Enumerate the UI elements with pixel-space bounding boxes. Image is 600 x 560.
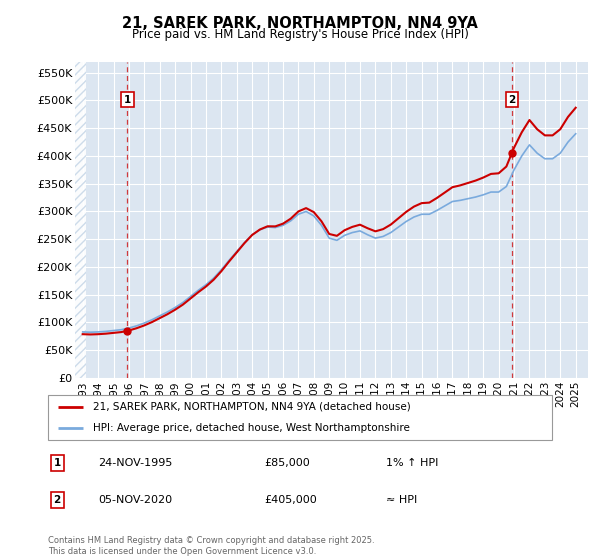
Text: Price paid vs. HM Land Registry's House Price Index (HPI): Price paid vs. HM Land Registry's House …: [131, 28, 469, 41]
Text: 21, SAREK PARK, NORTHAMPTON, NN4 9YA: 21, SAREK PARK, NORTHAMPTON, NN4 9YA: [122, 16, 478, 31]
Text: 1: 1: [53, 458, 61, 468]
Text: 1% ↑ HPI: 1% ↑ HPI: [386, 458, 438, 468]
Text: 24-NOV-1995: 24-NOV-1995: [98, 458, 173, 468]
Text: 05-NOV-2020: 05-NOV-2020: [98, 496, 173, 506]
Text: Contains HM Land Registry data © Crown copyright and database right 2025.
This d: Contains HM Land Registry data © Crown c…: [48, 536, 374, 556]
Text: 2: 2: [508, 95, 515, 105]
Text: 21, SAREK PARK, NORTHAMPTON, NN4 9YA (detached house): 21, SAREK PARK, NORTHAMPTON, NN4 9YA (de…: [94, 402, 411, 412]
Text: 1: 1: [124, 95, 131, 105]
Text: ≈ HPI: ≈ HPI: [386, 496, 417, 506]
Text: £405,000: £405,000: [265, 496, 317, 506]
Text: £85,000: £85,000: [265, 458, 310, 468]
Text: 2: 2: [53, 496, 61, 506]
Bar: [75, 62, 86, 378]
FancyBboxPatch shape: [48, 395, 552, 440]
Text: HPI: Average price, detached house, West Northamptonshire: HPI: Average price, detached house, West…: [94, 422, 410, 432]
